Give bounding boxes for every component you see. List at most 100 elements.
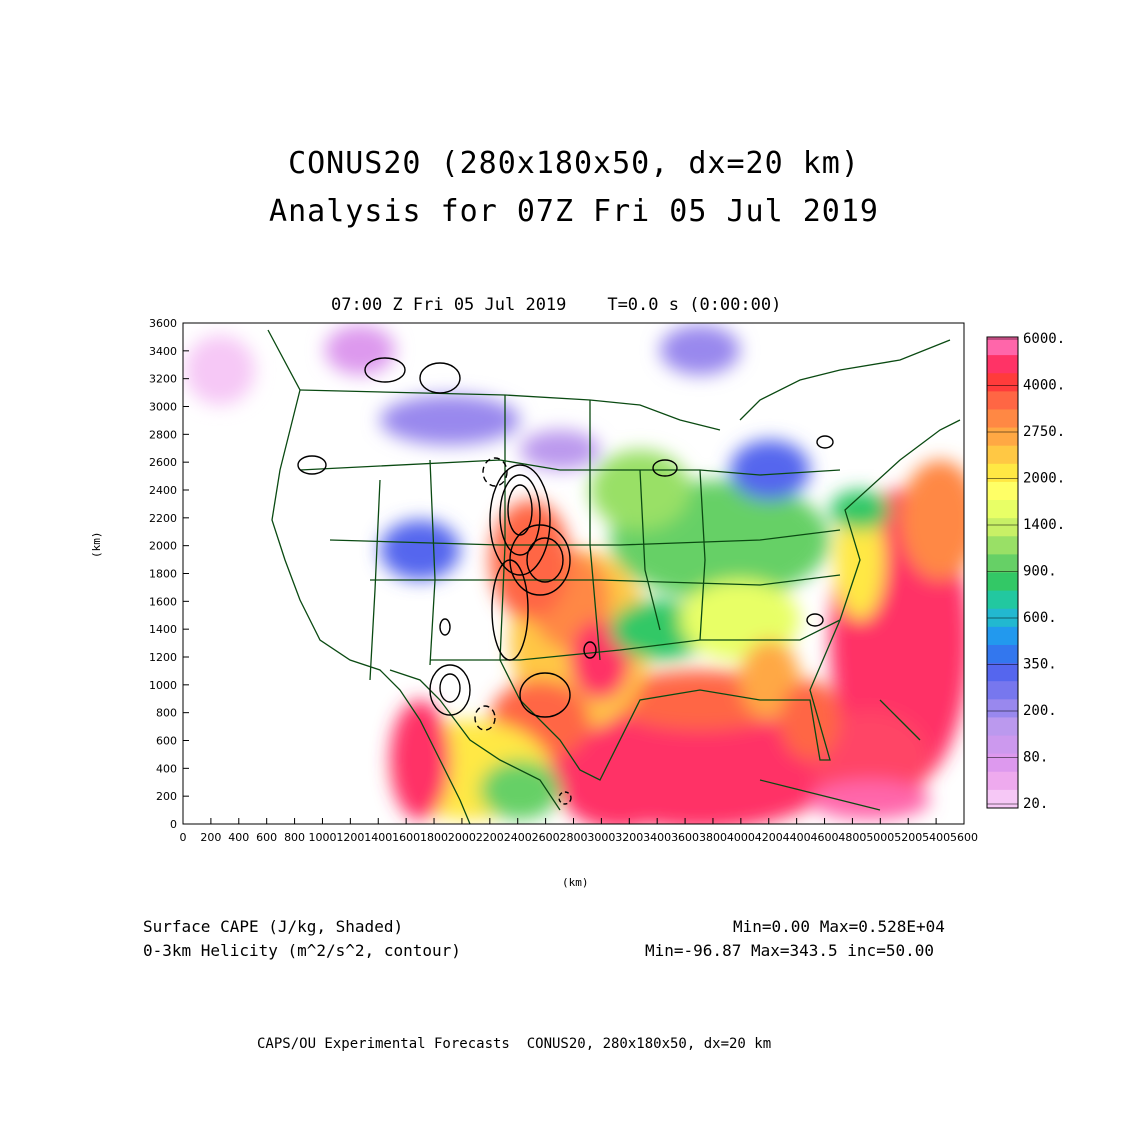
x-tick-label: 3000: [587, 831, 615, 844]
colorbar-swatch: [987, 771, 1018, 791]
analysis-time-title: Analysis for 07Z Fri 05 Jul 2019: [269, 194, 879, 229]
x-axis-label: (km): [562, 876, 589, 889]
colorbar-swatch: [987, 644, 1018, 664]
map-title: CONUS20 (280x180x50, dx=20 km): [288, 146, 860, 181]
shaded-field-description: Surface CAPE (J/kg, Shaded): [143, 917, 404, 936]
x-tick-label: 3400: [643, 831, 671, 844]
colorbar-swatch: [987, 355, 1018, 374]
shaded-field-stats: Min=0.00 Max=0.528E+04: [733, 917, 945, 936]
colorbar-label: 80.: [1023, 750, 1048, 766]
y-tick-label: 1000: [149, 679, 177, 692]
colorbar-swatch: [987, 500, 1018, 519]
colorbar-swatch: [987, 789, 1018, 809]
helicity-contours: [297, 357, 834, 805]
cape-shading: [185, 325, 964, 824]
y-tick-label: 2200: [149, 512, 177, 525]
colorbar-swatch: [987, 717, 1018, 737]
colorbar-swatch: [987, 681, 1018, 700]
x-tick-label: 2800: [560, 831, 588, 844]
x-tick-label: 1200: [336, 831, 364, 844]
y-tick-label: 200: [156, 790, 177, 803]
x-tick-label: 600: [256, 831, 277, 844]
colorbar-label: 1400.: [1023, 517, 1065, 533]
x-tick-label: 5200: [894, 831, 922, 844]
colorbar-label: 2000.: [1023, 471, 1065, 487]
colorbar-swatch: [987, 536, 1018, 555]
colorbar-swatch: [987, 409, 1018, 429]
x-tick-label: 5000: [866, 831, 894, 844]
colorbar-label: 350.: [1023, 657, 1057, 673]
colorbar-swatch: [987, 753, 1018, 773]
x-tick-label: 5400: [922, 831, 950, 844]
colorbar-label: 900.: [1023, 564, 1057, 580]
colorbar-swatch: [987, 518, 1018, 537]
credit-line: CAPS/OU Experimental Forecasts CONUS20, …: [257, 1036, 772, 1052]
x-tick-label: 3600: [671, 831, 699, 844]
contour-field-description: 0-3km Helicity (m^2/s^2, contour): [143, 941, 461, 960]
x-tick-label: 3200: [615, 831, 643, 844]
x-tick-label: 2000: [448, 831, 476, 844]
colorbar-swatch: [987, 391, 1018, 410]
colorbar-swatch: [987, 337, 1018, 356]
colorbar-swatch: [987, 626, 1018, 646]
y-tick-label: 3000: [149, 401, 177, 414]
colorbar-swatch: [987, 445, 1018, 465]
y-tick-label: 1400: [149, 623, 177, 636]
colorbar-label: 200.: [1023, 703, 1057, 719]
y-tick-label: 1800: [149, 568, 177, 581]
x-tick-label: 4400: [783, 831, 811, 844]
colorbar-swatch: [987, 590, 1018, 610]
x-tick-label: 1600: [392, 831, 420, 844]
valid-time-subtitle: 07:00 Z Fri 05 Jul 2019 T=0.0 s (0:00:00…: [331, 295, 782, 315]
colorbar-swatch: [987, 463, 1018, 483]
colorbar-label: 20.: [1023, 796, 1048, 812]
y-tick-label: 0: [170, 818, 177, 831]
colorbar-swatch: [987, 735, 1018, 755]
x-tick-label: 200: [200, 831, 221, 844]
x-tick-label: 4600: [811, 831, 839, 844]
colorbar-swatch: [987, 663, 1018, 682]
colorbar-label: 6000.: [1023, 331, 1065, 347]
geography-outlines: [267, 329, 961, 824]
y-tick-label: 1600: [149, 595, 177, 608]
x-tick-label: 2400: [504, 831, 532, 844]
colorbar-label: 4000.: [1023, 378, 1065, 394]
y-tick-label: 3400: [149, 345, 177, 358]
y-tick-label: 3200: [149, 373, 177, 386]
y-tick-label: 800: [156, 707, 177, 720]
y-tick-label: 400: [156, 762, 177, 775]
y-tick-label: 600: [156, 735, 177, 748]
y-axis: 0 200 400 600 800 1000 1200 1400 1600 1800 2000 220…: [149, 317, 189, 831]
y-tick-label: 1200: [149, 651, 177, 664]
x-tick-label: 0: [180, 831, 187, 844]
contour-field-stats: Min=-96.87 Max=343.5 inc=50.00: [645, 941, 934, 960]
x-tick-label: 4800: [838, 831, 866, 844]
colorbar-label: 2750.: [1023, 424, 1065, 440]
x-tick-label: 5600: [950, 831, 978, 844]
x-tick-label: 800: [284, 831, 305, 844]
colorbar-swatch: [987, 572, 1018, 592]
colorbar-frame: [986, 336, 1019, 809]
x-tick-label: 1400: [364, 831, 392, 844]
x-tick-label: 2600: [532, 831, 560, 844]
y-tick-label: 2000: [149, 540, 177, 553]
colorbar-swatch: [987, 373, 1018, 392]
x-tick-label: 1800: [420, 831, 448, 844]
colorbar-swatch: [987, 554, 1018, 573]
x-tick-label: 2200: [476, 831, 504, 844]
y-tick-label: 3600: [149, 317, 177, 330]
y-axis-label: (km): [90, 531, 103, 559]
x-tick-label: 1000: [308, 831, 336, 844]
colorbar-swatch: [987, 427, 1018, 447]
x-axis: 0 200 400 600 800 1000 1200 1400 1600 1800 2000 220…: [180, 818, 978, 844]
colorbar: 6000. 4000. 2750. 2000. 1400. 900. 600. 350. 200…: [986, 331, 1065, 812]
y-tick-label: 2400: [149, 484, 177, 497]
x-tick-label: 4200: [755, 831, 783, 844]
y-tick-label: 2600: [149, 456, 177, 469]
colorbar-swatch: [987, 481, 1018, 501]
colorbar-swatch: [987, 699, 1018, 718]
x-tick-label: 3800: [699, 831, 727, 844]
x-tick-label: 400: [228, 831, 249, 844]
y-tick-label: 2800: [149, 428, 177, 441]
